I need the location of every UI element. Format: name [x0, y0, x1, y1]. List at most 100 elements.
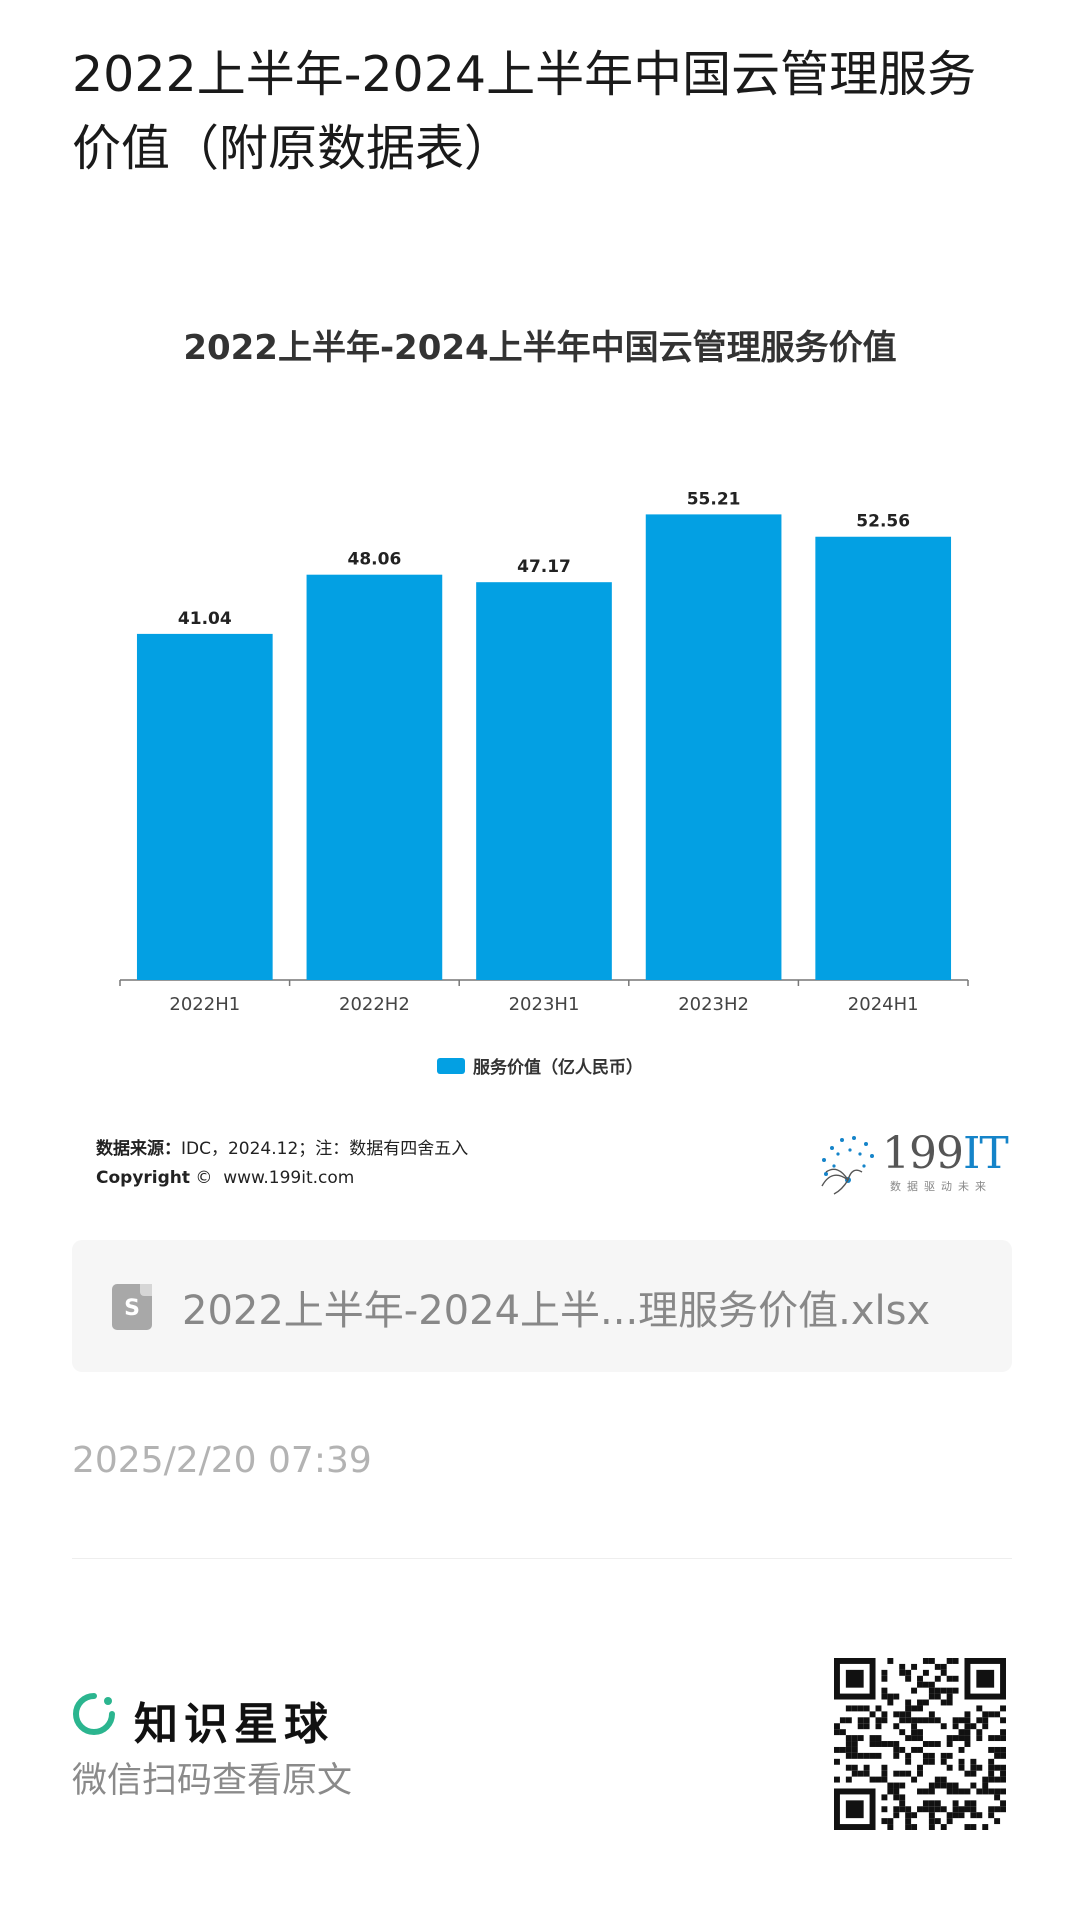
qr-module [917, 1675, 923, 1682]
qr-module [1000, 1806, 1006, 1813]
qr-module [917, 1764, 923, 1771]
qr-module [976, 1729, 983, 1736]
qr-module [994, 1746, 1001, 1753]
qr-module [839, 1746, 846, 1753]
qr-module [946, 1764, 953, 1771]
qr-module [988, 1776, 995, 1783]
qr-module [857, 1723, 864, 1730]
qr-module [928, 1681, 935, 1688]
qr-module [988, 1788, 995, 1795]
qr-module [928, 1818, 935, 1825]
qr-module [928, 1788, 935, 1795]
qr-module [994, 1794, 1001, 1801]
qr-module [881, 1776, 888, 1783]
qr-module [839, 1717, 846, 1724]
qr-module [893, 1770, 900, 1777]
qr-module [952, 1658, 959, 1664]
qr-module [911, 1663, 918, 1670]
qr-module [899, 1770, 906, 1777]
copyright-label: Copyright [96, 1168, 191, 1188]
qr-module [917, 1705, 923, 1712]
qr-module [994, 1752, 1001, 1759]
qr-module [988, 1812, 995, 1819]
qr-module [958, 1758, 965, 1765]
qr-finder [845, 1669, 864, 1688]
qr-module [834, 1758, 840, 1765]
qr-module [893, 1788, 900, 1795]
qr-module [893, 1782, 900, 1789]
attachment-file[interactable]: S 2022上半年-2024上半...理服务价值.xlsx [72, 1240, 1012, 1372]
qr-module [851, 1705, 858, 1712]
qr-module [845, 1746, 852, 1753]
qr-module [887, 1788, 894, 1795]
logo-199it: 199IT 数据驱动未来 [812, 1128, 1012, 1198]
qr-module [946, 1782, 953, 1789]
qr-module [857, 1705, 864, 1712]
qr-module [934, 1675, 941, 1682]
qr-module [934, 1776, 941, 1783]
qr-module [922, 1758, 929, 1765]
qr-module [952, 1687, 959, 1694]
planet-ring-icon [73, 1693, 115, 1735]
qr-module [958, 1729, 965, 1736]
qr-module [1000, 1770, 1006, 1777]
qr-module [946, 1699, 953, 1706]
qr-module [976, 1764, 983, 1771]
qr-module [869, 1735, 876, 1742]
qr-module [881, 1687, 888, 1694]
qr-code[interactable] [834, 1658, 1006, 1830]
qr-module [970, 1812, 977, 1819]
publish-timestamp: 2025/2/20 07:39 [72, 1440, 372, 1481]
qr-module [922, 1658, 929, 1664]
qr-module [887, 1782, 894, 1789]
qr-module [940, 1699, 947, 1706]
qr-module [928, 1800, 935, 1807]
qr-module [976, 1812, 983, 1819]
qr-module [905, 1717, 912, 1724]
qr-module [988, 1806, 995, 1813]
qr-module [905, 1711, 912, 1718]
qr-module [940, 1782, 947, 1789]
bar-2023H1 [476, 582, 612, 980]
qr-module [905, 1824, 912, 1830]
qr-module [964, 1824, 971, 1830]
bar-2022H1 [136, 633, 273, 980]
qr-module [994, 1806, 1001, 1813]
qr-module [881, 1741, 888, 1747]
qr-module [922, 1669, 929, 1676]
qr-module [970, 1764, 977, 1771]
qr-module [994, 1776, 1001, 1783]
qr-module [911, 1812, 918, 1819]
qr-module [845, 1764, 852, 1771]
qr-module [887, 1699, 894, 1706]
legend-label: 服务价值（亿人民币） [473, 1058, 643, 1078]
file-name[interactable]: 2022上半年-2024上半...理服务价值.xlsx [182, 1288, 931, 1334]
qr-module [1000, 1764, 1006, 1771]
qr-module [928, 1658, 935, 1664]
qr-module [887, 1824, 894, 1830]
qr-module [988, 1711, 995, 1718]
qr-module [845, 1717, 852, 1724]
qr-module [946, 1812, 953, 1819]
qr-module [982, 1782, 989, 1789]
qr-module [911, 1705, 918, 1712]
qr-module [964, 1806, 971, 1813]
qr-module [869, 1752, 876, 1759]
qr-module [857, 1752, 864, 1759]
qr-module [839, 1729, 846, 1736]
qr-module [970, 1782, 977, 1789]
qr-module [1000, 1705, 1006, 1712]
qr-module [863, 1764, 870, 1771]
qr-module [875, 1717, 882, 1724]
qr-module [994, 1818, 1001, 1825]
qr-module [940, 1758, 947, 1765]
qr-module [982, 1824, 989, 1830]
qr-module [946, 1687, 953, 1694]
qr-module [934, 1818, 941, 1825]
qr-module [964, 1741, 971, 1747]
qr-module [946, 1675, 953, 1682]
qr-module [905, 1818, 912, 1825]
qr-module [958, 1764, 965, 1771]
qr-module [940, 1687, 947, 1694]
qr-module [946, 1693, 953, 1700]
